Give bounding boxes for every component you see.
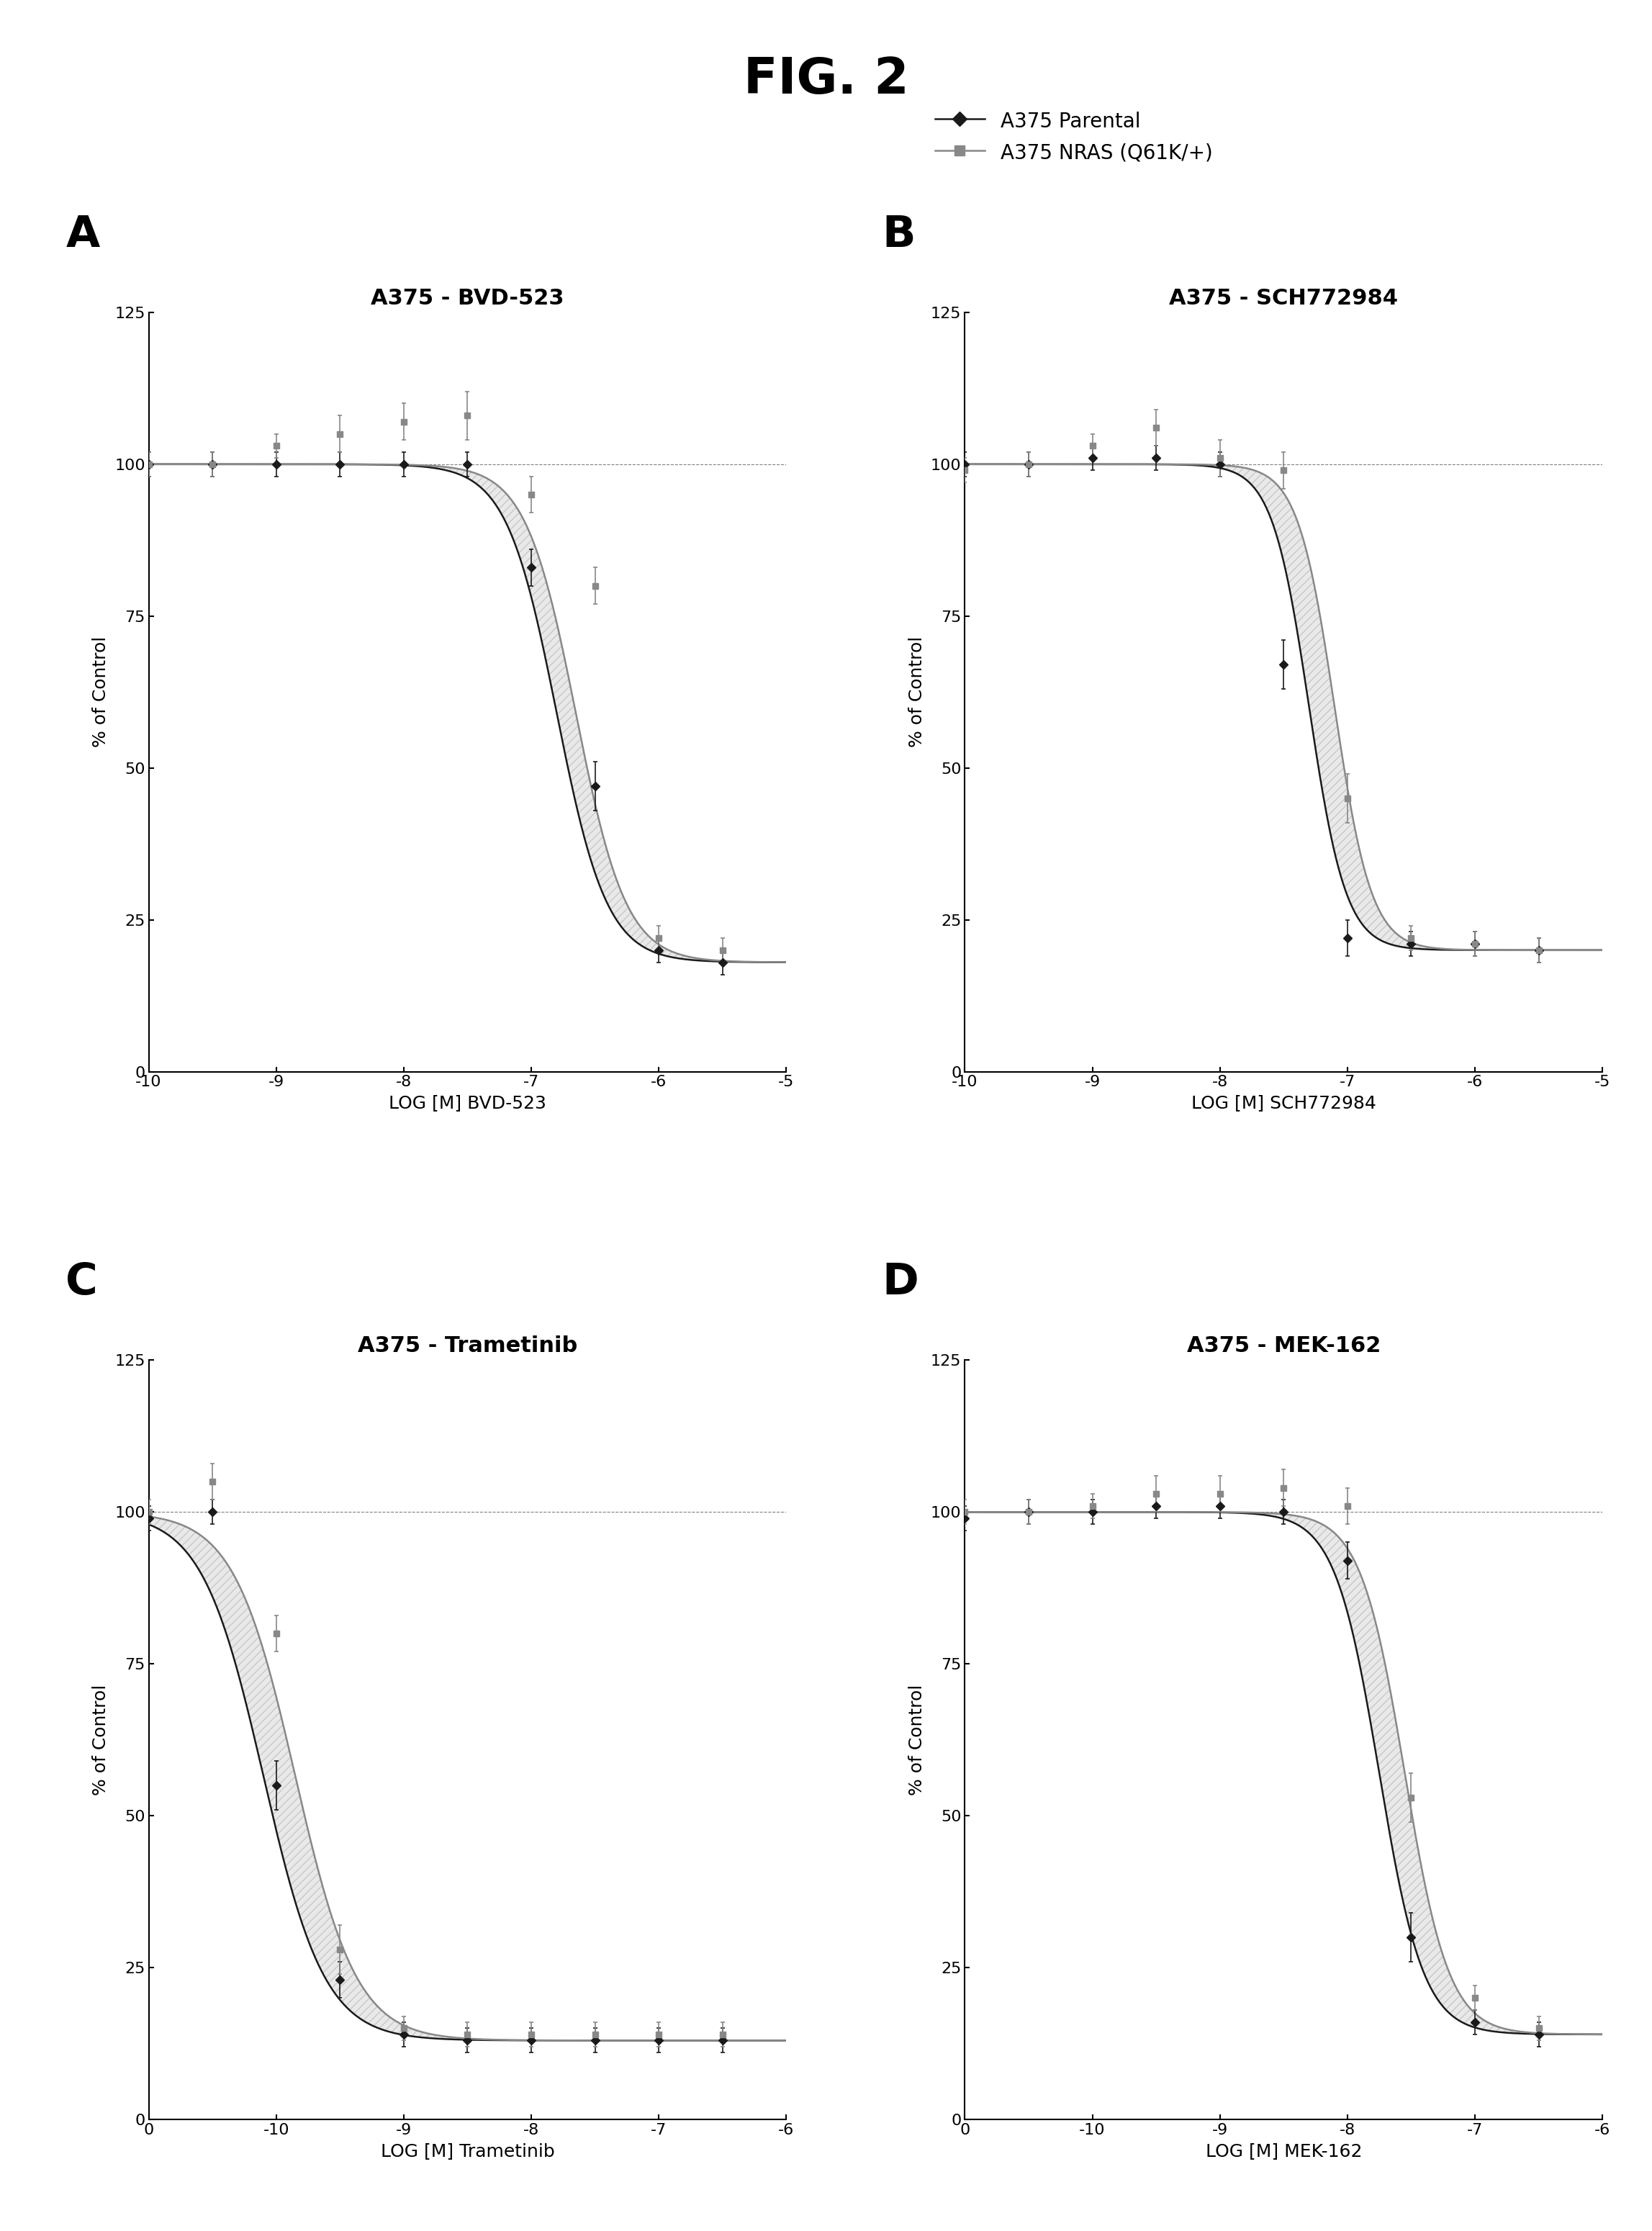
Title: A375 - MEK-162: A375 - MEK-162 [1186, 1336, 1381, 1356]
Title: A375 - BVD-523: A375 - BVD-523 [370, 288, 563, 308]
Text: B: B [882, 214, 915, 257]
Text: C: C [66, 1261, 97, 1303]
Text: D: D [882, 1261, 919, 1303]
X-axis label: LOG [M] Trametinib: LOG [M] Trametinib [380, 2142, 555, 2160]
X-axis label: LOG [M] MEK-162: LOG [M] MEK-162 [1206, 2142, 1361, 2160]
Title: A375 - SCH772984: A375 - SCH772984 [1170, 288, 1398, 308]
Legend: A375 Parental, A375 NRAS (Q61K/+): A375 Parental, A375 NRAS (Q61K/+) [935, 109, 1213, 163]
Y-axis label: % of Control: % of Control [909, 636, 925, 747]
Title: A375 - Trametinib: A375 - Trametinib [357, 1336, 577, 1356]
X-axis label: LOG [M] SCH772984: LOG [M] SCH772984 [1191, 1095, 1376, 1111]
Y-axis label: % of Control: % of Control [93, 636, 109, 747]
Y-axis label: % of Control: % of Control [909, 1684, 925, 1796]
X-axis label: LOG [M] BVD-523: LOG [M] BVD-523 [388, 1095, 547, 1111]
Y-axis label: % of Control: % of Control [93, 1684, 109, 1796]
Text: FIG. 2: FIG. 2 [743, 56, 909, 105]
Text: A: A [66, 214, 99, 257]
